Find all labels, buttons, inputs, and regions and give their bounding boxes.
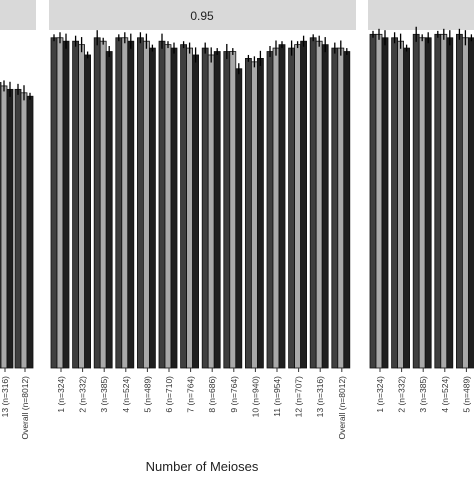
bar-f2-c4-s1 (461, 37, 469, 369)
bar-f1-c6-s0 (180, 44, 188, 369)
bar-f1-c2-s0 (93, 37, 101, 369)
bar-f1-c1-s0 (72, 40, 79, 369)
bar-f2-c2-s1 (418, 37, 426, 369)
bar-f1-c2-s1 (99, 40, 107, 369)
bar-f1-c13-s2 (343, 51, 351, 369)
bar-f1-c0-s1 (56, 37, 64, 369)
x-tick-label: Overall (n=8012) (20, 376, 30, 440)
x-tick-label: 12 (n=707) (294, 376, 304, 418)
bar-f2-c4-s2 (467, 37, 474, 369)
bar-f1-c13-s0 (331, 47, 339, 369)
x-axis-title: Number of Meioses (146, 459, 259, 474)
bar-f1-c4-s1 (142, 40, 150, 369)
x-tick-label: 3 (n=385) (418, 376, 428, 413)
bar-f1-c8-s1 (229, 51, 237, 369)
x-tick-label: 10 (n=940) (250, 376, 260, 418)
bar-f1-c10-s1 (272, 47, 280, 369)
x-tick-label: 5 (n=489) (142, 376, 152, 413)
bar-f0-c0-s2 (6, 88, 14, 369)
x-tick-label: 2 (n=332) (78, 376, 88, 413)
bar-f1-c0-s2 (62, 40, 70, 369)
bar-f1-c7-s2 (213, 51, 221, 369)
bar-f0-c0-s1 (0, 85, 8, 369)
bar-f1-c11-s2 (300, 40, 308, 369)
bar-f1-c12-s2 (321, 44, 329, 369)
bar-f2-c0-s1 (375, 33, 383, 369)
bar-f1-c4-s2 (148, 47, 156, 369)
bar-f1-c10-s0 (266, 51, 274, 369)
x-tick-label: Overall (n=8012) (337, 376, 347, 440)
bar-f2-c3-s2 (446, 37, 454, 369)
bar-f0-c1-s2 (26, 95, 34, 369)
bar-f1-c4-s0 (136, 37, 144, 369)
facet-strip-center (49, 0, 356, 30)
bar-f2-c3-s0 (434, 33, 442, 369)
bar-f0-c1-s1 (20, 92, 28, 369)
facet-strip-left (0, 0, 36, 30)
x-tick-label: 5 (n=489) (461, 376, 471, 413)
bar-f1-c6-s1 (186, 47, 194, 369)
bar-f1-c1-s1 (78, 44, 85, 369)
x-tick-label: 1 (n=324) (375, 376, 385, 413)
x-tick-label: 2 (n=332) (397, 376, 407, 413)
x-tick-label: 8 (n=686) (207, 376, 217, 413)
bar-f1-c3-s2 (127, 40, 135, 369)
x-tick-label: 9 (n=764) (229, 376, 239, 413)
bar-f1-c3-s1 (121, 37, 129, 369)
bar-f2-c3-s1 (440, 33, 448, 369)
bar-f1-c11-s1 (294, 44, 302, 369)
bar-f1-c5-s1 (164, 44, 172, 369)
bar-f1-c2-s2 (105, 51, 113, 369)
x-tick-label: 4 (n=524) (440, 376, 450, 413)
facet-strip-right (368, 0, 474, 30)
bar-f1-c5-s0 (158, 40, 166, 369)
x-tick-label: 13 (n=316) (315, 376, 325, 418)
bar-f2-c1-s0 (391, 37, 399, 369)
bar-f1-c9-s2 (256, 58, 264, 369)
bar-f1-c5-s2 (170, 47, 178, 369)
bar-f1-c10-s2 (278, 44, 286, 369)
bar-f1-c1-s2 (84, 54, 91, 369)
bar-f1-c12-s0 (309, 37, 317, 369)
bar-f1-c7-s1 (207, 54, 215, 369)
facet-strip-label-center: 0.95 (190, 9, 214, 23)
x-tick-label: 6 (n=710) (164, 376, 174, 413)
bar-f2-c2-s2 (424, 37, 432, 369)
bar-f1-c12-s1 (315, 40, 323, 369)
bar-f1-c9-s0 (244, 58, 252, 369)
bar-f2-c0-s0 (369, 33, 377, 369)
x-tick-label: 3 (n=385) (99, 376, 109, 413)
bar-f0-c1-s0 (14, 88, 22, 369)
bar-f2-c2-s0 (412, 33, 420, 369)
bar-f2-c0-s2 (381, 37, 389, 369)
bar-f1-c11-s0 (288, 47, 296, 369)
x-tick-label: 4 (n=524) (121, 376, 131, 413)
bar-f1-c8-s2 (235, 68, 243, 369)
x-tick-label: 7 (n=764) (186, 376, 196, 413)
bar-f1-c7-s0 (201, 47, 209, 369)
bar-f2-c1-s2 (403, 47, 411, 369)
bar-f1-c6-s2 (192, 54, 200, 369)
bar-f1-c0-s0 (50, 37, 58, 369)
bar-f2-c1-s1 (397, 40, 405, 369)
bar-f2-c4-s0 (455, 33, 463, 369)
bar-f1-c3-s0 (115, 37, 123, 369)
bar-f1-c13-s1 (337, 47, 345, 369)
x-tick-label: 13 (n=316) (0, 376, 10, 418)
bar-f1-c8-s0 (223, 51, 231, 369)
x-tick-label: 11 (n=954) (272, 376, 282, 417)
x-tick-label: 1 (n=324) (56, 376, 66, 413)
bar-f1-c9-s1 (250, 61, 258, 369)
